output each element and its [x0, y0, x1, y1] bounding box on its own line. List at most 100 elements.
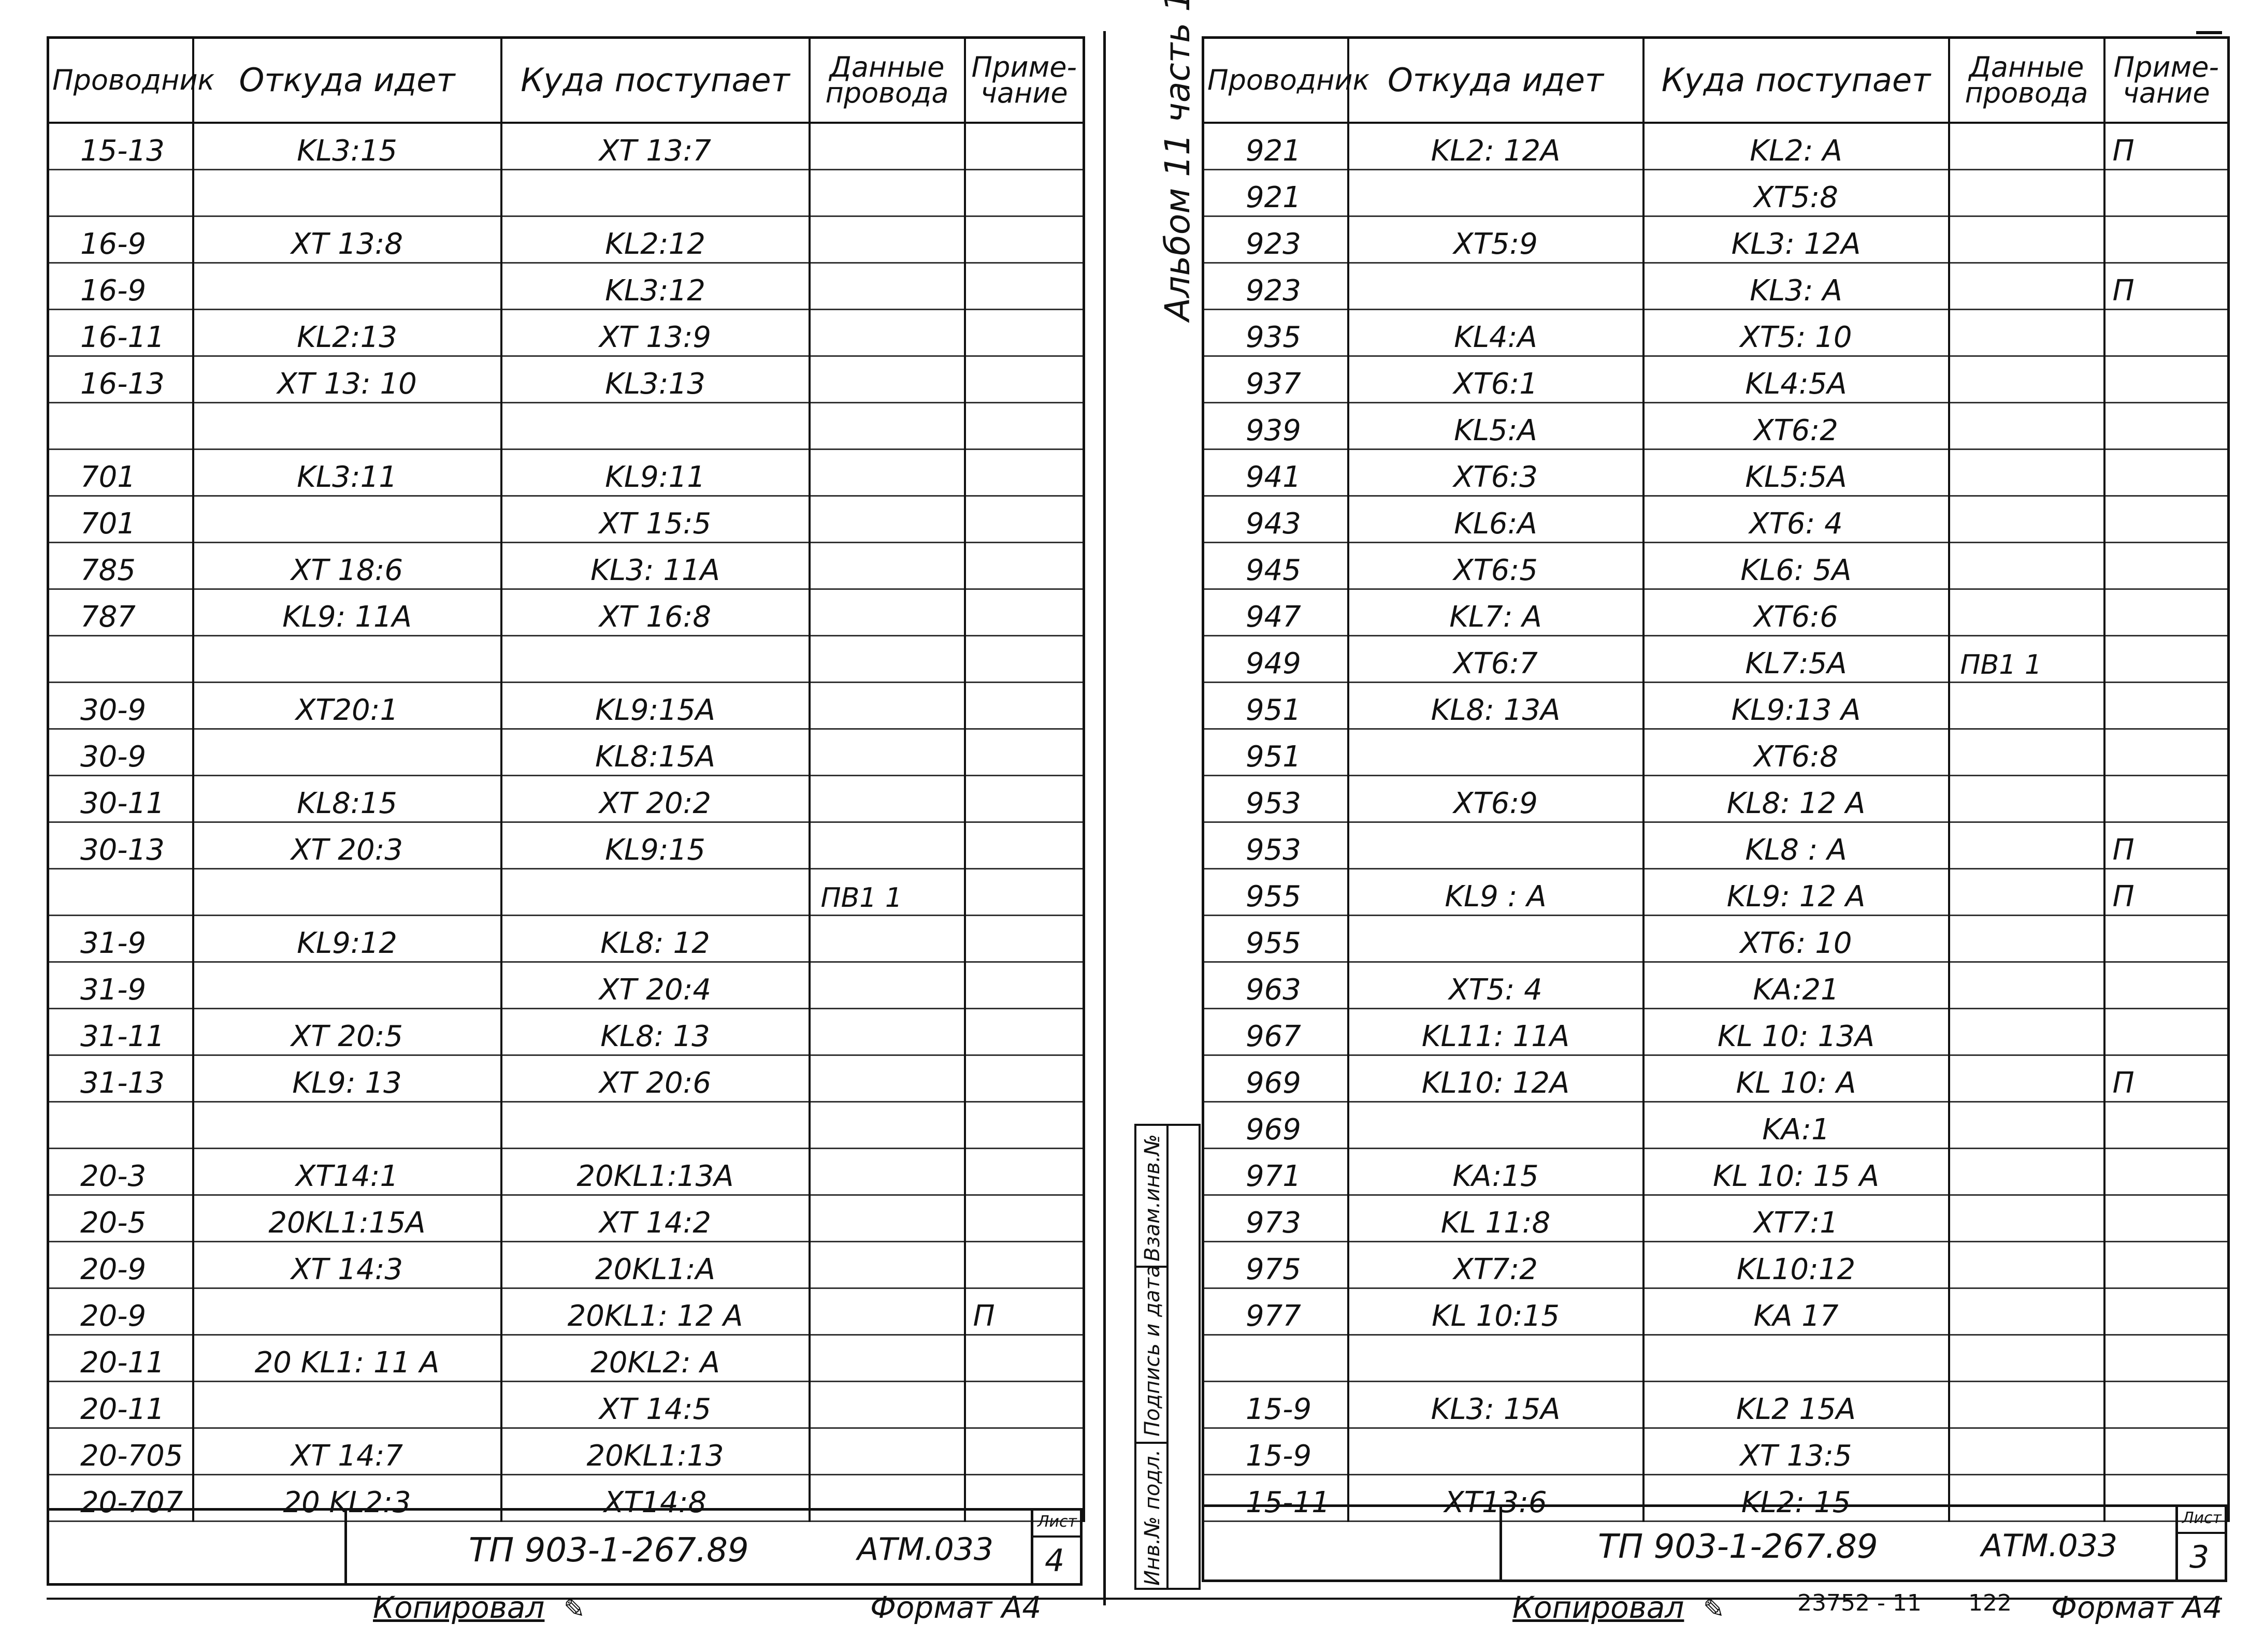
cell-wire-data: [808, 775, 966, 823]
cell-wire-data: [1948, 915, 2106, 963]
cell-note: [963, 915, 1085, 963]
title-block-divider: [1499, 1507, 1502, 1579]
table-row: 921 KL2: 12A KL2: A П: [1202, 123, 2230, 170]
cell-from: KL9: 11A: [192, 589, 502, 636]
cell-note: [2103, 542, 2230, 590]
cell-to: KL3:12: [500, 263, 811, 310]
cell-note: [963, 402, 1085, 450]
table-row: 16-9 KL3:12: [47, 263, 1085, 310]
cell-wire-data: [808, 123, 966, 170]
table-row: 20-9 XT 14:3 20KL1:A: [47, 1241, 1085, 1289]
signature-mark: ✎: [1703, 1594, 1725, 1624]
cell-note: [2103, 1428, 2230, 1475]
side-stamp-inv: Инв.№ подл.: [1141, 1449, 1164, 1586]
table-row: 20-11 20 KL1: 11 A 20KL2: A: [47, 1335, 1085, 1382]
cell-wire: 16-9: [47, 216, 194, 264]
cell-note: [963, 1055, 1085, 1103]
cell-to: KL8: 13: [500, 1008, 811, 1056]
cell-wire-data: [1948, 263, 2106, 310]
table-row: 30-13 XT 20:3 KL9:15: [47, 822, 1085, 870]
header-wire-data: Данные провода: [1948, 36, 2106, 124]
cell-note: [963, 1008, 1085, 1056]
footer-format: Формат А4: [870, 1590, 1042, 1625]
cell-note: [963, 962, 1085, 1009]
cell-wire-data: [1948, 1148, 2106, 1196]
signature-mark: ✎: [563, 1594, 585, 1624]
footer-copied: Копировал ✎: [373, 1590, 585, 1625]
cell-note: [2103, 1241, 2230, 1289]
sheet-number-box: Лист 3: [2175, 1507, 2225, 1579]
cell-note: [963, 216, 1085, 264]
cell-from: [192, 1381, 502, 1429]
table-row: 15-9 XT 13:5: [1202, 1428, 2230, 1475]
cell-to: XT14:8: [500, 1474, 811, 1522]
cell-note: [2103, 1008, 2230, 1056]
cell-wire-data: [1948, 729, 2106, 776]
cell-from: [1347, 915, 1645, 963]
cell-wire: 20-5: [47, 1195, 194, 1242]
cell-note: [2103, 1288, 2230, 1336]
cell-wire-data: [1948, 402, 2106, 450]
table-row: [47, 1102, 1085, 1149]
cell-from: [192, 169, 502, 217]
cell-wire: 969: [1202, 1102, 1349, 1149]
cell-wire-data: [808, 962, 966, 1009]
cell-wire-data: [808, 1288, 966, 1336]
cell-from: KL7: A: [1347, 589, 1645, 636]
table-row: 975 XT7:2 KL10:12: [1202, 1241, 2230, 1289]
cell-to: KL7:5A: [1642, 635, 1950, 683]
table-row: 937 XT6:1 KL4:5A: [1202, 356, 2230, 403]
cell-note: [963, 542, 1085, 590]
footer-copied: Копировал ✎: [1512, 1590, 1725, 1625]
cell-to: 20KL2: A: [500, 1335, 811, 1382]
cell-wire: 31-9: [47, 915, 194, 963]
cell-wire-data: [808, 216, 966, 264]
cell-note: [2103, 356, 2230, 403]
cell-wire-data: [808, 682, 966, 730]
cell-from: [1347, 1428, 1645, 1475]
cell-to: KL9:13 A: [1642, 682, 1950, 730]
table-row: 701 XT 15:5: [47, 496, 1085, 543]
cell-wire-data: [1948, 1055, 2106, 1103]
cell-from: XT6:7: [1347, 635, 1645, 683]
cell-from: KL6:A: [1347, 496, 1645, 543]
table-row: 953 XT6:9 KL8: 12 A: [1202, 775, 2230, 823]
cell-note: П: [2103, 123, 2230, 170]
cell-note: [2103, 962, 2230, 1009]
table-row: 955 XT6: 10: [1202, 915, 2230, 963]
cell-wire-data: [1948, 1288, 2106, 1336]
cell-wire-data: [808, 169, 966, 217]
cell-wire: 30-13: [47, 822, 194, 870]
cell-from: KL9 : A: [1347, 868, 1645, 916]
cell-wire: [1202, 1335, 1349, 1382]
cell-wire-data: [1948, 449, 2106, 497]
table-row: 969 KL10: 12A KL 10: A П: [1202, 1055, 2230, 1103]
cell-wire: 20-11: [47, 1335, 194, 1382]
copied-label: Копировал: [373, 1590, 545, 1625]
cell-wire: 30-9: [47, 729, 194, 776]
cell-wire: 16-13: [47, 356, 194, 403]
cell-from: [1347, 729, 1645, 776]
cell-note: [2103, 915, 2230, 963]
cell-wire-data: [1948, 868, 2106, 916]
cell-note: [963, 263, 1085, 310]
corner-mark: [2196, 31, 2222, 34]
cell-to: KL9: 12 A: [1642, 868, 1950, 916]
table-row: 923 XT5:9 KL3: 12A: [1202, 216, 2230, 264]
cell-wire: 973: [1202, 1195, 1349, 1242]
cell-to: KL 10: 15 A: [1642, 1148, 1950, 1196]
table-row: 945 XT6:5 KL6: 5A: [1202, 542, 2230, 590]
cell-note: [963, 356, 1085, 403]
cell-wire-data: [1948, 1335, 2106, 1382]
cell-to: 20KL1:A: [500, 1241, 811, 1289]
cell-to: 20KL1: 12 A: [500, 1288, 811, 1336]
cell-to: KL9:15A: [500, 682, 811, 730]
cell-wire: 971: [1202, 1148, 1349, 1196]
header-from: Откуда идет: [192, 36, 502, 124]
cell-wire-data: [1948, 169, 2106, 217]
cell-to: XT7:1: [1642, 1195, 1950, 1242]
cell-to: KL4:5A: [1642, 356, 1950, 403]
cell-to: KL5:5A: [1642, 449, 1950, 497]
side-stamp-replace: Взам.инв.№: [1141, 1134, 1164, 1262]
album-label: Альбом 11 часть 1: [1158, 0, 1198, 321]
